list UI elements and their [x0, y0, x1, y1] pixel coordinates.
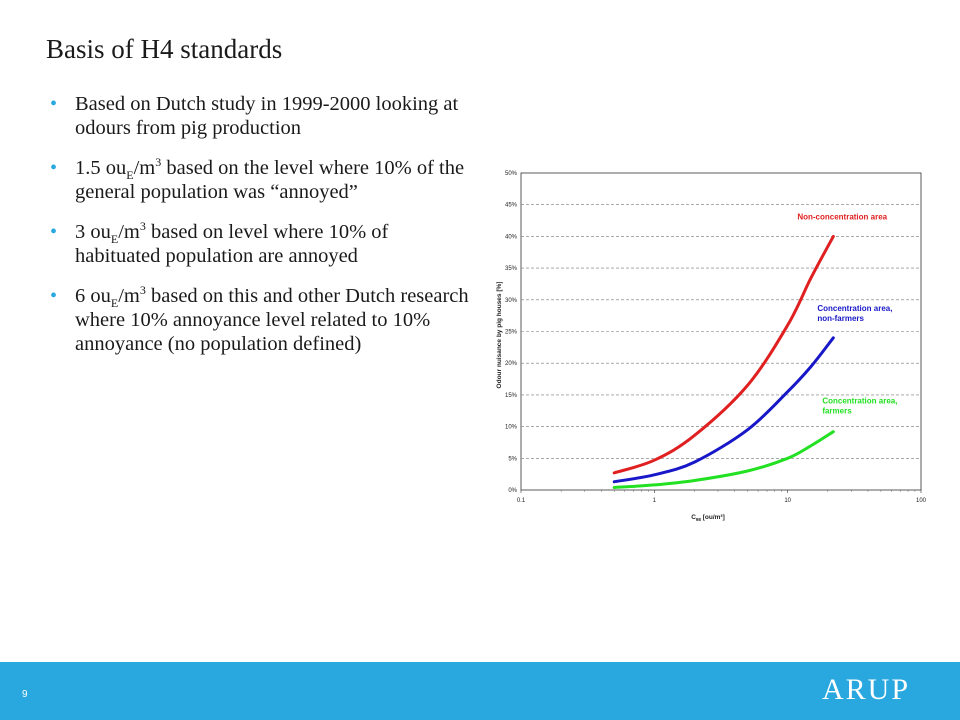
arup-logo: ARUP [822, 673, 911, 706]
series-line [612, 430, 835, 489]
bullet-text: /m [118, 285, 140, 307]
y-tick-label: 40% [505, 234, 518, 240]
x-axis-label-main: C [691, 514, 696, 521]
bullet-item: • 3 ouE/m3 based on level where 10% of h… [50, 220, 470, 268]
y-tick-label: 10% [505, 425, 518, 431]
bullet-text: 6 ou [75, 285, 111, 307]
y-axis-label: Odour nuisance by pig houses [%] [496, 282, 503, 389]
x-axis-label: C98 [ou/m³] [691, 514, 725, 522]
y-tick-label: 50% [505, 171, 518, 177]
bullet-subscript: E [110, 296, 119, 311]
y-tick-label: 15% [505, 393, 518, 399]
bullet-dot-icon: • [50, 157, 58, 179]
bullet-superscript: 3 [139, 219, 146, 234]
y-tick-label: 25% [505, 330, 518, 336]
y-axis-title: Odour nuisance by pig houses [%] [496, 282, 503, 389]
bullet-item: • 6 ouE/m3 based on this and other Dutch… [50, 284, 470, 356]
series-label: Concentration area, [817, 304, 892, 313]
bullet-dot-icon: • [50, 93, 58, 115]
series-line [612, 234, 835, 475]
footer-bar: 9 ARUP [0, 662, 960, 720]
series-line [612, 336, 835, 484]
bullet-superscript: 3 [139, 283, 146, 298]
y-tick-label: 0% [508, 488, 517, 494]
x-tick-label: 10 [784, 498, 791, 504]
bullet-text: based on the level where 10% of the gene… [75, 157, 465, 203]
bullet-superscript: 3 [155, 155, 162, 170]
series-label: farmers [822, 407, 852, 416]
bullet-list: • Based on Dutch study in 1999-2000 look… [50, 92, 470, 372]
bullet-text: Based on Dutch study in 1999-2000 lookin… [75, 93, 459, 139]
x-tick-label: 1 [653, 498, 657, 504]
bullet-item: • 1.5 ouE/m3 based on the level where 10… [50, 156, 470, 204]
bullet-subscript: E [110, 232, 119, 247]
x-tick-label: 0.1 [517, 498, 526, 504]
bullet-item: • Based on Dutch study in 1999-2000 look… [50, 92, 470, 140]
bullet-text: based on level where 10% of habituated p… [75, 221, 389, 267]
page-number: 9 [22, 689, 28, 700]
y-tick-label: 35% [505, 266, 518, 272]
y-tick-label: 30% [505, 298, 518, 304]
x-axis-label-rest: [ou/m³] [701, 514, 725, 521]
series-label: Non-concentration area [797, 212, 887, 221]
bullet-text: /m [133, 157, 156, 179]
bullet-subscript: E [126, 168, 134, 183]
bullet-text: 1.5 ou [75, 157, 127, 179]
y-tick-label: 45% [505, 203, 518, 209]
series-label: non-farmers [817, 314, 864, 323]
bullet-text: 3 ou [75, 221, 111, 243]
y-tick-label: 5% [508, 456, 517, 462]
bullet-dot-icon: • [50, 221, 58, 243]
x-axis-label-sub: 98 [696, 517, 702, 522]
x-tick-label: 100 [916, 498, 927, 504]
series-label: Concentration area, [822, 397, 897, 406]
bullet-dot-icon: • [50, 285, 58, 307]
bullet-text: based on this and other Dutch research w… [75, 285, 469, 355]
slide-title: Basis of H4 standards [46, 34, 283, 64]
y-tick-label: 20% [505, 361, 518, 367]
bullet-text: /m [118, 221, 140, 243]
odour-nuisance-chart: Odour nuisance by pig houses [%] C98 [ou… [496, 171, 927, 522]
